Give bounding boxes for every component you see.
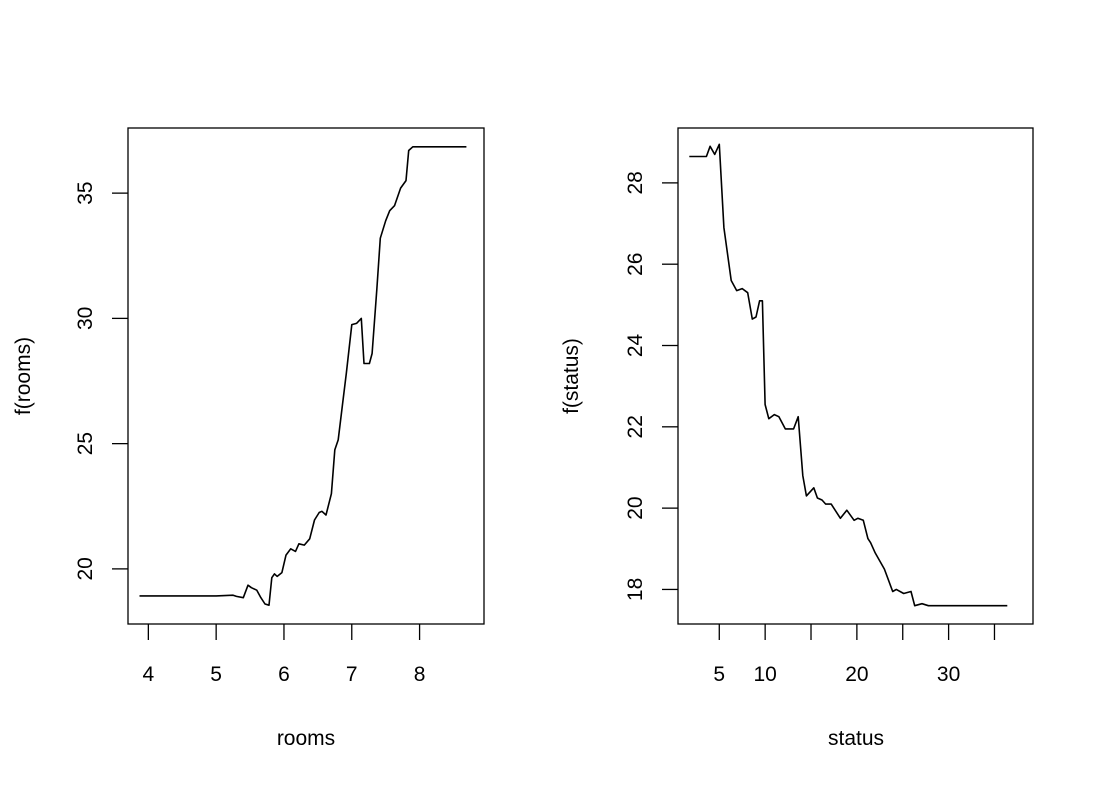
x-axis: 5 10 20 30 [713, 624, 996, 686]
y-tick-label: 18 [624, 578, 647, 601]
x-axis-title: status [828, 727, 884, 750]
y-axis: 20 25 30 35 [74, 181, 128, 581]
x-tick-label: 10 [753, 663, 776, 686]
x-axis-title: rooms [277, 727, 335, 750]
y-tick-label: 20 [624, 496, 647, 519]
plot-frame [127, 127, 485, 625]
x-tick-label: 8 [414, 663, 426, 686]
data-line [139, 146, 467, 606]
y-tick-label: 22 [624, 415, 647, 438]
x-tick-label: 5 [210, 663, 222, 686]
x-axis: 4 5 6 7 8 [142, 624, 425, 686]
plot-frame [677, 127, 1034, 625]
y-tick-label: 30 [74, 307, 97, 330]
x-tick-label: 6 [278, 663, 290, 686]
x-tick-label: 4 [142, 663, 154, 686]
y-tick-label: 20 [74, 557, 97, 580]
y-axis: 18 20 22 24 26 28 [624, 171, 678, 601]
x-tick-label: 7 [346, 663, 358, 686]
x-tick-label: 20 [845, 663, 868, 686]
y-axis-title: f(rooms) [12, 337, 35, 415]
y-tick-label: 24 [624, 334, 647, 358]
y-axis-title: f(status) [560, 338, 583, 414]
y-tick-label: 25 [74, 432, 97, 455]
y-tick-label: 26 [624, 253, 647, 276]
data-line [689, 143, 1008, 607]
status-partial-dependence-plot: 5 10 20 30 18 20 22 24 26 28 status f(status) [560, 127, 1034, 750]
y-tick-label: 28 [624, 171, 647, 194]
rooms-partial-dependence-plot: 4 5 6 7 8 20 25 30 35 rooms f(rooms) [12, 127, 485, 750]
y-tick-label: 35 [74, 181, 97, 204]
x-tick-label: 5 [713, 663, 725, 686]
x-tick-label: 30 [937, 663, 960, 686]
